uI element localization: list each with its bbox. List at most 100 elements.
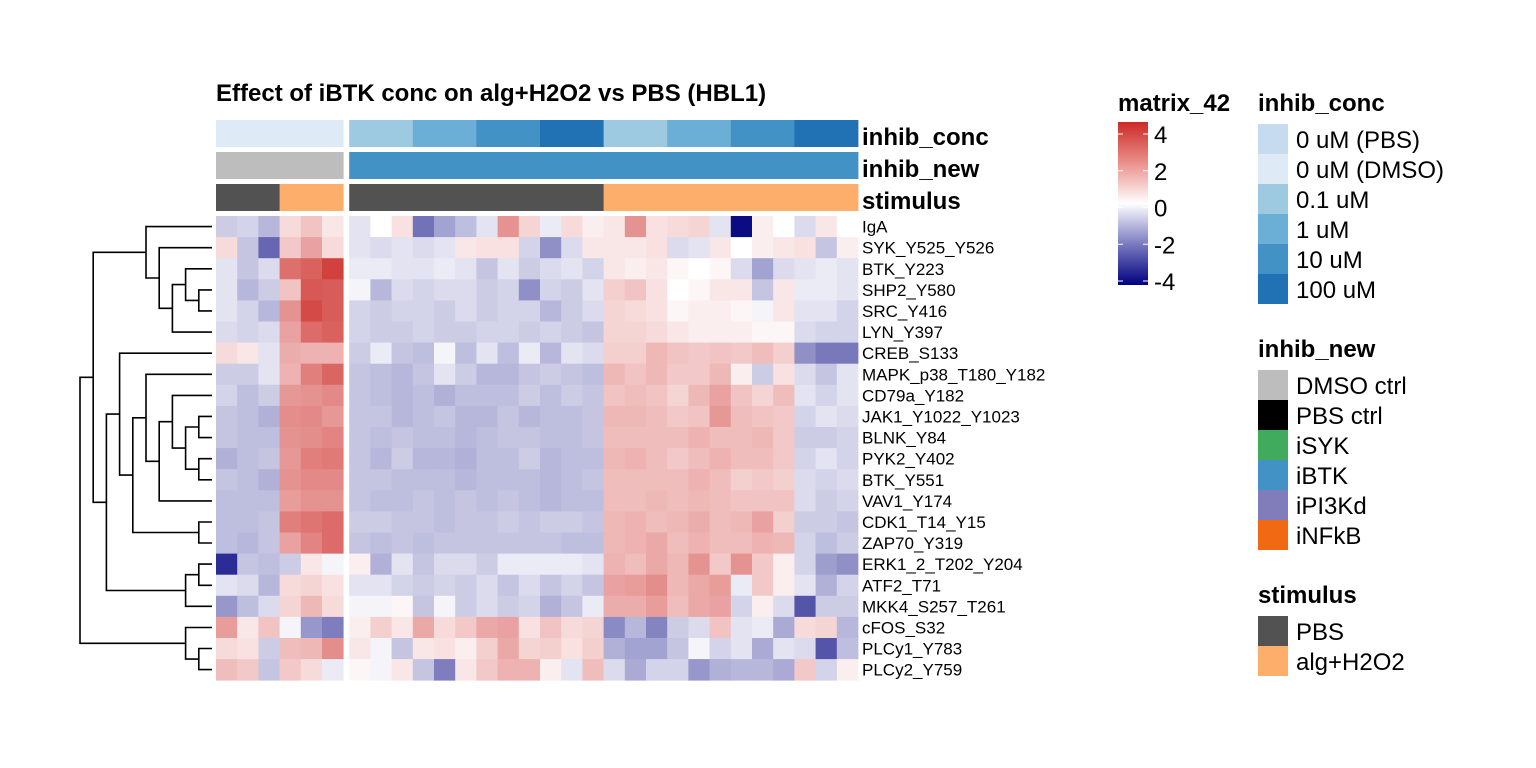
row-label: cFOS_S32 [862, 618, 945, 637]
heatmap-cell [752, 511, 774, 533]
heatmap-cell [582, 469, 604, 491]
heatmap-cell [752, 300, 774, 322]
heatmap-cell [794, 216, 816, 238]
heatmap-cell [497, 616, 520, 639]
heatmap-cell [815, 532, 838, 554]
annotation-cell-inhib-conc [300, 120, 323, 147]
heatmap-cell [476, 638, 498, 660]
heatmap-cell [455, 300, 477, 322]
heatmap-cell [603, 342, 626, 365]
row-label: SYK_Y525_Y526 [862, 239, 994, 258]
heatmap-cell [730, 659, 753, 681]
heatmap-cell [709, 405, 732, 428]
heatmap-cell [773, 258, 795, 280]
heatmap-cell [773, 595, 795, 618]
annotation-cell-stimulus [455, 184, 477, 211]
heatmap-cell [624, 405, 647, 428]
heatmap-cell [624, 490, 647, 512]
annotation-cell-inhib-conc [730, 120, 753, 147]
heatmap-cell [688, 363, 710, 386]
heatmap-cell [455, 595, 477, 618]
heatmap-cell [497, 342, 520, 365]
heatmap-cell [794, 659, 816, 681]
dendrogram-branch [79, 376, 186, 645]
heatmap-cell [476, 258, 498, 280]
heatmap-cell [279, 321, 302, 343]
heatmap-cell [300, 659, 323, 681]
heatmap-cell [497, 448, 520, 470]
heatmap-cell [391, 384, 414, 407]
heatmap-cell [540, 595, 562, 618]
heatmap-cell [561, 469, 583, 491]
heatmap-cell [794, 469, 816, 491]
heatmap-cell [349, 300, 371, 322]
annotation-cell-inhib-conc [540, 120, 562, 147]
annotation-cell-inhib-conc [518, 120, 541, 147]
annotation-cell-stimulus [773, 184, 795, 211]
heatmap-cell [582, 427, 604, 449]
heatmap-cell [794, 574, 816, 597]
heatmap-cell [476, 216, 498, 238]
heatmap-cell [667, 553, 689, 576]
heatmap-cell [497, 321, 520, 343]
annotation-cell-inhib-conc [582, 120, 604, 147]
heatmap-cell [455, 659, 477, 681]
heatmap-cell [322, 532, 344, 554]
colorbar-gradient [1118, 122, 1148, 285]
heatmap-cell [603, 279, 626, 301]
heatmap-cell [434, 321, 456, 343]
heatmap-cell [455, 511, 477, 533]
heatmap-cell [349, 342, 371, 365]
heatmap-cell [237, 574, 259, 597]
heatmap-cell [709, 659, 732, 681]
heatmap-cell [258, 448, 280, 470]
heatmap-cell [237, 469, 259, 491]
heatmap-cell [434, 216, 456, 238]
heatmap-cell [370, 300, 392, 322]
heatmap-cell [216, 490, 238, 512]
heatmap-cell [646, 616, 668, 639]
heatmap-cell [582, 511, 604, 533]
heatmap-cell [349, 448, 371, 470]
heatmap-cell [300, 574, 323, 597]
heatmap-cell [603, 659, 626, 681]
heatmap-cell [709, 321, 732, 343]
legend-inhib-conc-title: inhib_conc [1258, 90, 1385, 117]
heatmap-cell [624, 659, 647, 681]
heatmap-cell [391, 595, 414, 618]
heatmap-cell [688, 216, 710, 238]
heatmap-cell [518, 511, 541, 533]
heatmap-cell [752, 659, 774, 681]
heatmap-cell [624, 237, 647, 259]
heatmap-cell [582, 553, 604, 576]
heatmap-cell [815, 490, 838, 512]
heatmap-cell [815, 574, 838, 597]
heatmap-cell [624, 258, 647, 280]
heatmap-cell [518, 363, 541, 386]
annotation-cell-inhib-new [794, 152, 816, 179]
heatmap-cell [582, 300, 604, 322]
heatmap-cell [434, 469, 456, 491]
heatmap-cell [391, 511, 414, 533]
heatmap-cell [258, 427, 280, 449]
heatmap-cell [794, 511, 816, 533]
heatmap-cell [279, 300, 302, 322]
heatmap-cell [730, 342, 753, 365]
heatmap-cell [518, 638, 541, 660]
heatmap-cell [518, 279, 541, 301]
heatmap-cell [391, 616, 414, 639]
legend-swatch [1258, 646, 1288, 676]
heatmap-cell [730, 511, 753, 533]
heatmap-cell [624, 595, 647, 618]
heatmap-cell [752, 405, 774, 428]
heatmap-cell [216, 279, 238, 301]
heatmap-cell [773, 490, 795, 512]
legend-swatch [1258, 460, 1288, 490]
row-label: JAK1_Y1022_Y1023 [862, 407, 1020, 426]
heatmap-cell [237, 595, 259, 618]
dendrogram-branch [198, 457, 212, 481]
annotation-cell-inhib-new [237, 152, 259, 179]
heatmap-cell [455, 616, 477, 639]
heatmap-cell [752, 490, 774, 512]
heatmap-cell [518, 659, 541, 681]
